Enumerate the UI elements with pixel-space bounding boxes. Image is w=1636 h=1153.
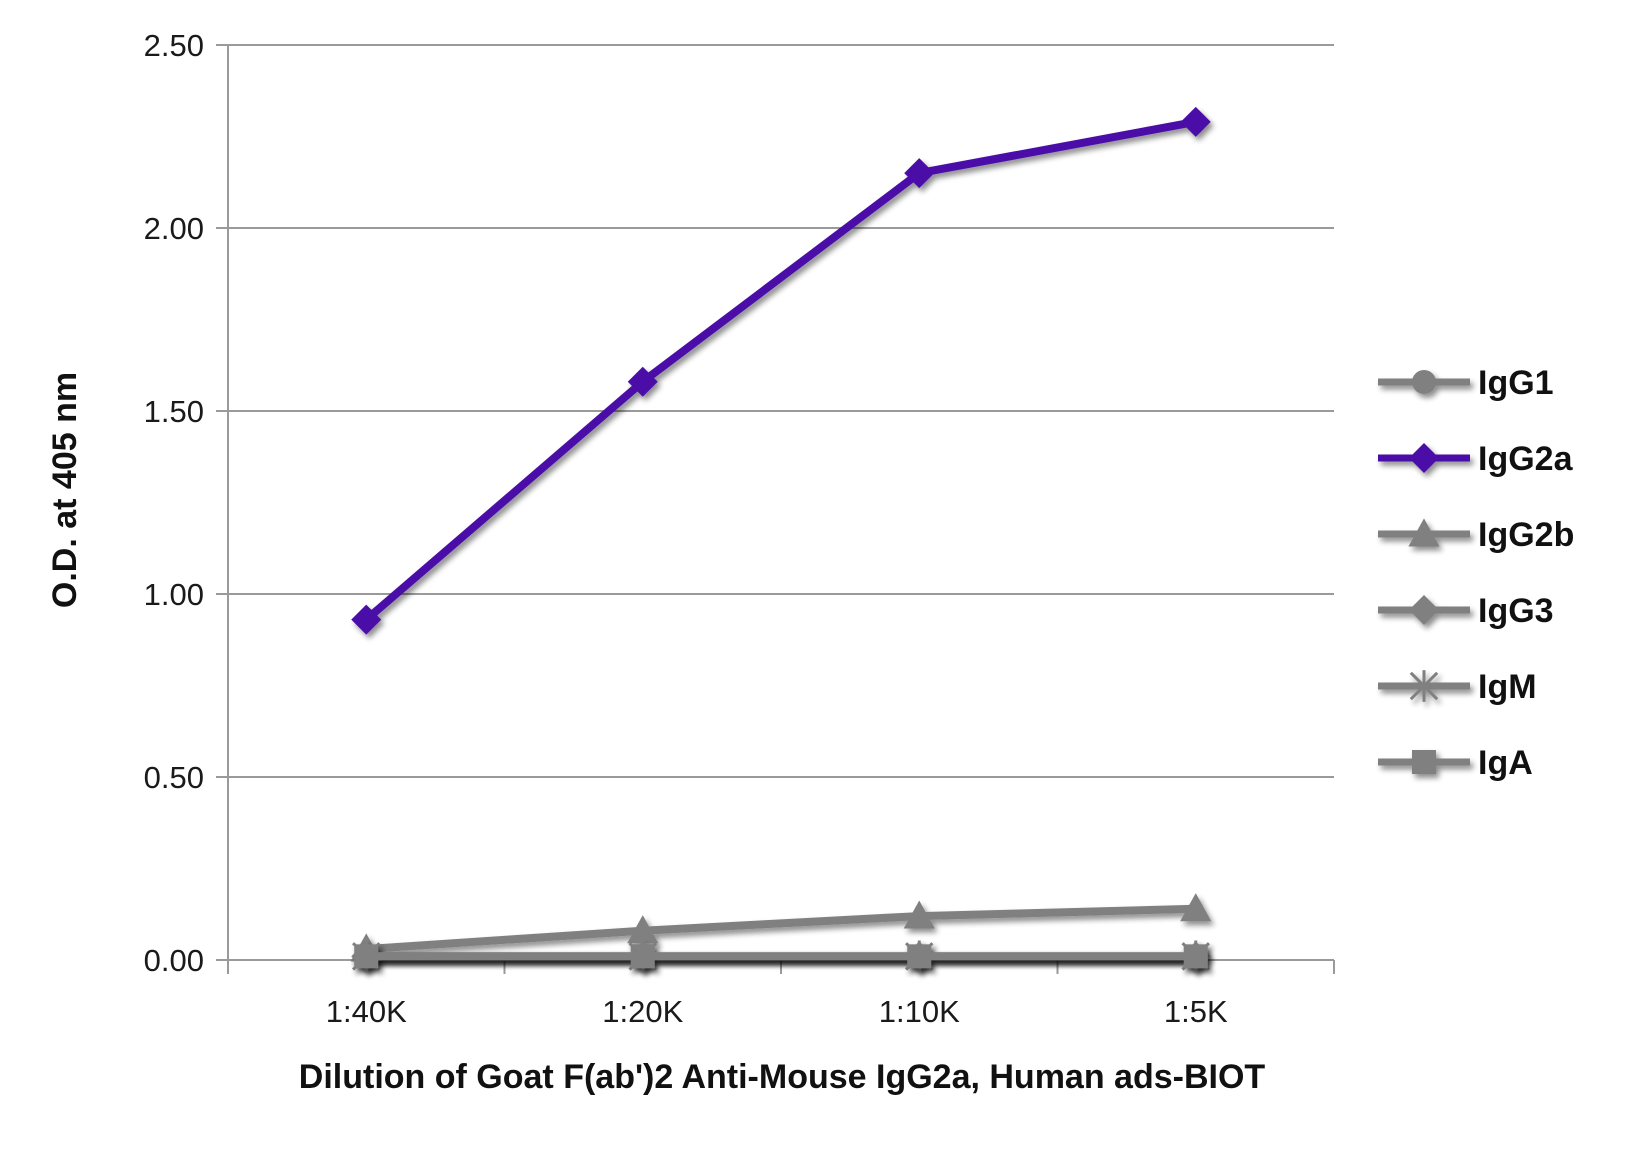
- legend-label: IgG3: [1478, 592, 1554, 630]
- legend-marker: [1412, 750, 1436, 774]
- legend-label: IgG1: [1478, 364, 1554, 402]
- x-tick-label: 1:5K: [1164, 994, 1228, 1029]
- series-igg2a: [351, 106, 1211, 635]
- axes: 0.00 0.50 1.00 1.50 2.00 2.50 1:40K 1:20K 1:10K 1…: [144, 28, 1335, 1029]
- data-point: [1183, 944, 1208, 969]
- gridlines: [228, 44, 1334, 961]
- legend-swatch: [1378, 750, 1470, 774]
- data-point: [1180, 106, 1211, 137]
- legend-item-igg1: IgG1: [1378, 364, 1554, 402]
- data-point: [903, 900, 935, 929]
- data-point: [627, 915, 659, 944]
- legend-swatch: [1378, 670, 1470, 702]
- x-tick-label: 1:40K: [326, 994, 407, 1029]
- data-point: [1180, 893, 1212, 922]
- y-tick-label: 2.50: [144, 28, 204, 63]
- data-point: [630, 944, 655, 969]
- legend-item-igg3: IgG3: [1378, 592, 1554, 630]
- legend-item-igm: IgM: [1378, 668, 1537, 706]
- y-axis-title: O.D. at 405 nm: [46, 372, 84, 608]
- x-tick-label: 1:20K: [602, 994, 683, 1029]
- data-point: [904, 158, 935, 189]
- y-tick-label: 0.00: [144, 943, 204, 978]
- y-tick-label: 2.00: [144, 211, 204, 246]
- series-igg2b: [350, 893, 1212, 962]
- legend-swatch: [1378, 443, 1470, 473]
- legend-marker: [1412, 370, 1436, 394]
- legend-label: IgG2a: [1478, 440, 1574, 478]
- legend: IgG1 IgG2a IgG2b IgG3 IgM IgA: [1378, 364, 1574, 782]
- series-group: [350, 106, 1212, 973]
- legend-marker: [1408, 518, 1440, 547]
- series-iga: [354, 944, 1208, 969]
- legend-marker: [1409, 670, 1439, 702]
- legend-marker: [1409, 595, 1439, 625]
- legend-item-iga: IgA: [1378, 744, 1533, 782]
- y-tick-label: 1.00: [144, 577, 204, 612]
- series-line: [363, 117, 1197, 623]
- x-tick-label: 1:10K: [879, 994, 960, 1029]
- data-point: [354, 944, 379, 969]
- data-point: [907, 944, 932, 969]
- data-point: [627, 366, 658, 397]
- legend-swatch: [1378, 370, 1470, 394]
- legend-swatch: [1378, 595, 1470, 625]
- y-tick-label: 0.50: [144, 760, 204, 795]
- legend-label: IgG2b: [1478, 516, 1574, 554]
- series-line: [365, 904, 1196, 954]
- x-axis-title: Dilution of Goat F(ab')2 Anti-Mouse IgG2…: [299, 1058, 1266, 1096]
- legend-swatch: [1378, 518, 1470, 547]
- legend-label: IgM: [1478, 668, 1537, 706]
- y-tick-label: 1.50: [144, 394, 204, 429]
- legend-label: IgA: [1478, 744, 1533, 782]
- legend-item-igg2a: IgG2a: [1378, 440, 1574, 478]
- data-point: [351, 604, 382, 635]
- legend-item-igg2b: IgG2b: [1378, 516, 1574, 554]
- legend-marker: [1409, 443, 1439, 473]
